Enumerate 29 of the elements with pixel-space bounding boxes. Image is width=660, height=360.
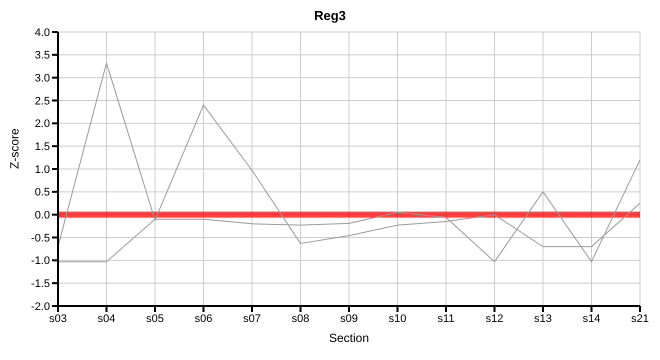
x-tick-label: s11 — [438, 312, 454, 325]
y-tick-label: -1.0 — [31, 255, 50, 268]
y-tick-label: -2.0 — [31, 300, 50, 313]
x-tick-label: s05 — [146, 312, 164, 325]
y-tick-label: 0.5 — [34, 186, 50, 199]
y-axis-title: Z-score — [7, 128, 22, 169]
x-tick-label: s09 — [340, 312, 358, 325]
y-tick-label: -1.5 — [31, 278, 50, 290]
chart-title: Reg3 — [313, 8, 347, 25]
x-axis-title: Section — [328, 331, 370, 345]
x-tick-label: s06 — [194, 312, 212, 325]
y-tick-label: 1.0 — [34, 164, 50, 176]
y-tick-label: 4.0 — [34, 26, 50, 39]
y-tick-label: 2.0 — [34, 118, 50, 130]
y-tick-label: -0.5 — [31, 232, 50, 244]
y-tick-label: 3.0 — [34, 72, 50, 85]
x-tick-label: s13 — [534, 312, 552, 325]
y-tick-label: 3.5 — [34, 50, 50, 62]
x-tick-label: s21 — [631, 312, 649, 325]
x-tick-label: s10 — [388, 312, 406, 325]
x-tick-label: s12 — [486, 312, 504, 325]
y-tick-label: 1.5 — [34, 141, 50, 154]
y-tick-label: 0.0 — [34, 210, 50, 222]
x-tick-label: s08 — [292, 312, 310, 325]
x-tick-label: s04 — [98, 312, 116, 325]
y-tick-label: 2.5 — [34, 95, 50, 108]
x-tick-label: s14 — [582, 312, 600, 325]
x-tick-label: s03 — [49, 312, 67, 325]
x-tick-label: s07 — [243, 312, 261, 325]
